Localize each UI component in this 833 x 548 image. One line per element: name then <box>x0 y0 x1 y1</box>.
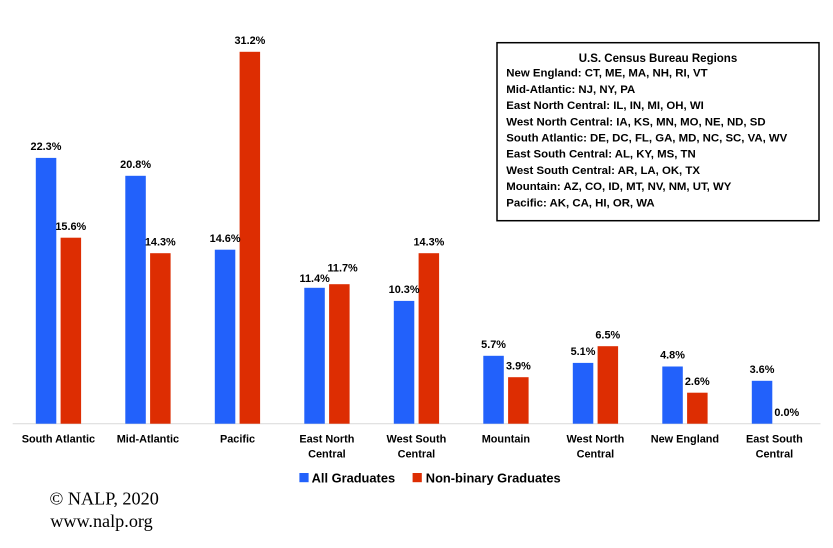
svg-text:South Atlantic: South Atlantic <box>22 434 95 446</box>
svg-text:3.6%: 3.6% <box>750 364 775 376</box>
svg-text:22.3%: 22.3% <box>31 141 62 153</box>
svg-text:Central: Central <box>756 449 794 461</box>
svg-text:Central: Central <box>577 449 615 461</box>
svg-text:5.1%: 5.1% <box>571 346 596 358</box>
svg-text:11.4%: 11.4% <box>300 273 331 285</box>
svg-text:11.7%: 11.7% <box>327 262 358 274</box>
svg-text:New England: New England <box>651 434 719 446</box>
svg-text:Central: Central <box>308 449 346 461</box>
svg-text:15.6%: 15.6% <box>55 221 86 233</box>
svg-text:Mid-Atlantic: Mid-Atlantic <box>117 434 179 446</box>
svg-text:West North Central: IA, KS, MN: West North Central: IA, KS, MN, MO, NE, … <box>506 116 765 128</box>
svg-text:14.3%: 14.3% <box>413 236 444 248</box>
svg-text:3.9%: 3.9% <box>506 360 531 372</box>
svg-text:Pacific: Pacific <box>220 434 255 446</box>
svg-text:Mountain: AZ, CO, ID, MT, NV,: Mountain: AZ, CO, ID, MT, NV, NM, UT, WY <box>506 181 731 193</box>
svg-text:www.nalp.org: www.nalp.org <box>50 511 153 531</box>
svg-text:Mountain: Mountain <box>482 434 530 446</box>
svg-text:New England: CT, ME, MA, NH, R: New England: CT, ME, MA, NH, RI, VT <box>506 68 707 80</box>
svg-text:Mid-Atlantic: NJ, NY, PA: Mid-Atlantic: NJ, NY, PA <box>506 84 635 96</box>
svg-text:6.5%: 6.5% <box>595 329 620 341</box>
svg-text:31.2%: 31.2% <box>234 35 265 47</box>
svg-text:East North: East North <box>299 434 354 446</box>
svg-text:5.7%: 5.7% <box>481 339 506 351</box>
svg-text:10.3%: 10.3% <box>389 284 420 296</box>
svg-text:All Graduates: All Graduates <box>312 470 396 485</box>
svg-text:West North: West North <box>566 434 624 446</box>
svg-text:Central: Central <box>398 449 436 461</box>
svg-text:0.0%: 0.0% <box>774 407 799 419</box>
svg-text:West South: West South <box>387 434 447 446</box>
svg-text:West South Central: AR, LA, OK: West South Central: AR, LA, OK, TX <box>506 165 700 177</box>
svg-text:© NALP, 2020: © NALP, 2020 <box>50 489 159 509</box>
svg-text:U.S. Census Bureau Regions: U.S. Census Bureau Regions <box>579 53 737 65</box>
svg-text:East North Central: IL, IN, MI: East North Central: IL, IN, MI, OH, WI <box>506 100 703 112</box>
svg-text:East South Central: AL, KY, MS: East South Central: AL, KY, MS, TN <box>506 149 695 161</box>
svg-text:20.8%: 20.8% <box>120 159 151 171</box>
svg-text:4.8%: 4.8% <box>660 350 685 362</box>
svg-text:South Atlantic: DE, DC, FL, GA: South Atlantic: DE, DC, FL, GA, MD, NC, … <box>506 133 787 145</box>
svg-text:Non-binary Graduates: Non-binary Graduates <box>426 470 561 485</box>
svg-text:Pacific: AK, CA, HI, OR, WA: Pacific: AK, CA, HI, OR, WA <box>506 197 654 209</box>
svg-text:East South: East South <box>746 434 803 446</box>
svg-text:14.6%: 14.6% <box>210 233 241 245</box>
svg-text:2.6%: 2.6% <box>685 376 710 388</box>
svg-text:14.3%: 14.3% <box>145 236 176 248</box>
